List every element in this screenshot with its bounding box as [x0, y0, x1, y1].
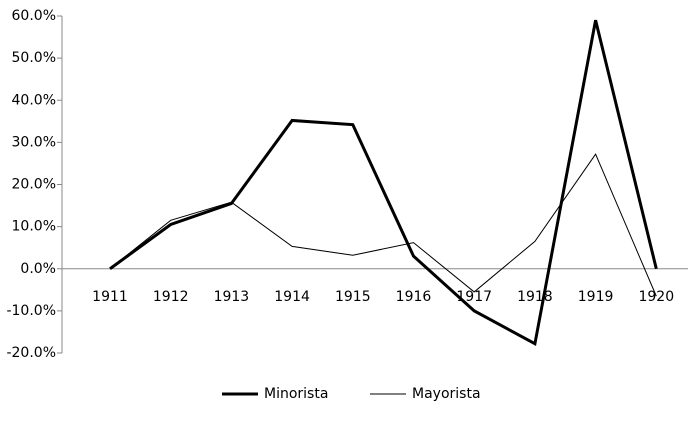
y-tick-label: 50.0%	[12, 50, 56, 66]
x-tick-label: 1918	[517, 289, 553, 305]
y-tick-label: 10.0%	[12, 219, 56, 235]
x-tick-label: 1915	[335, 289, 371, 305]
x-tick-label: 1916	[396, 289, 432, 305]
y-tick-label: 60.0%	[12, 8, 56, 24]
x-tick-label: 1913	[214, 289, 250, 305]
y-tick-label: 20.0%	[12, 177, 56, 193]
x-tick-label: 1914	[274, 289, 310, 305]
y-tick-label: -20.0%	[6, 345, 56, 361]
x-tick-label: 1911	[92, 289, 128, 305]
y-tick-label: 40.0%	[12, 92, 56, 108]
series-line	[109, 19, 658, 347]
y-tick-label: -10.0%	[6, 303, 56, 319]
x-tick-label: 1919	[578, 289, 614, 305]
y-tick-label: 0.0%	[20, 261, 56, 277]
x-tick-label: 1920	[638, 289, 674, 305]
legend-label: Minorista	[264, 386, 328, 402]
series-line	[109, 153, 657, 297]
x-tick-label: 1917	[456, 289, 492, 305]
x-tick-label: 1912	[153, 289, 189, 305]
y-tick-label: 30.0%	[12, 134, 56, 150]
legend-label: Mayorista	[412, 386, 481, 402]
